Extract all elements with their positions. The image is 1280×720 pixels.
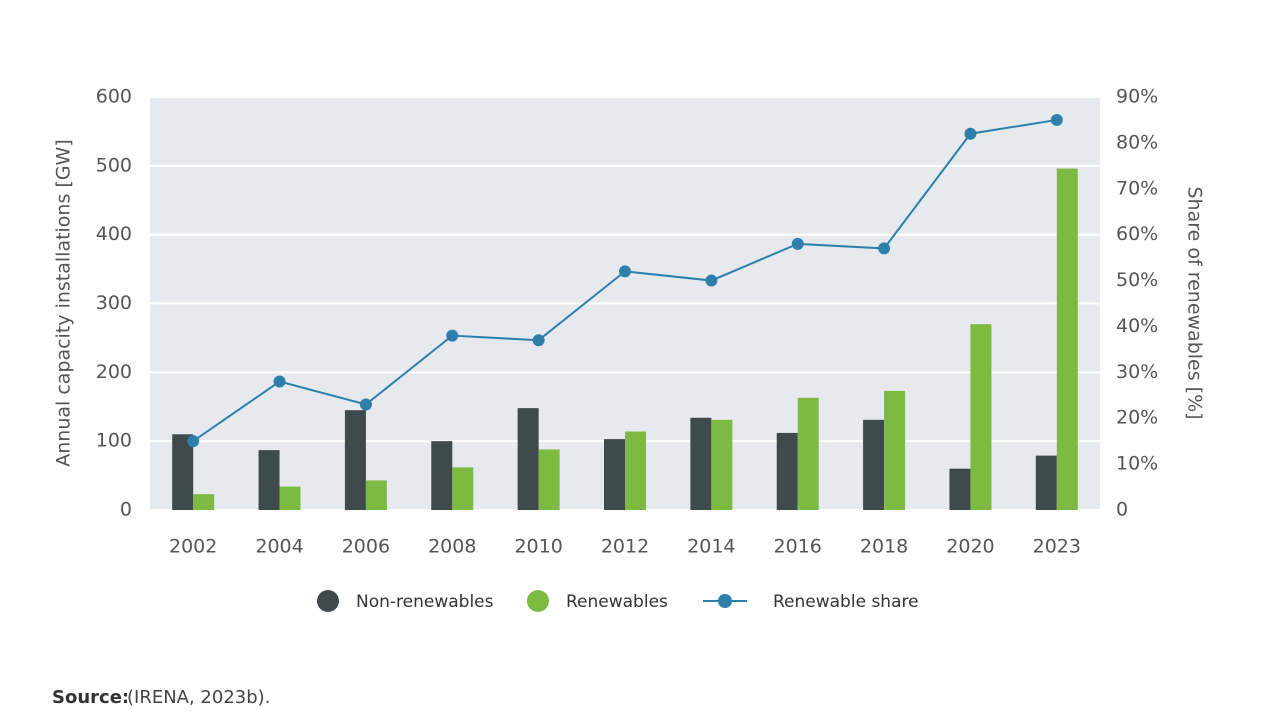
bar — [431, 441, 453, 510]
bar — [452, 467, 474, 510]
line-marker — [791, 237, 804, 250]
y2-tick-label: 10% — [1116, 453, 1158, 475]
legend-label: Renewables — [566, 592, 668, 612]
y2-tick-label: 40% — [1116, 315, 1158, 337]
line-marker — [532, 334, 545, 347]
legend-label: Non-renewables — [356, 592, 494, 612]
source-text: (IRENA, 2023b). — [127, 687, 270, 708]
y2-tick-label: 30% — [1116, 361, 1158, 383]
bar — [884, 390, 906, 510]
bar — [776, 432, 798, 510]
legend-label: Renewable share — [773, 592, 919, 612]
legend-marker — [718, 594, 732, 608]
y2-tick-label: 70% — [1116, 177, 1158, 199]
x-tick-label: 2008 — [428, 536, 476, 558]
x-tick-label: 2012 — [601, 536, 649, 558]
x-tick-label: 2014 — [687, 536, 735, 558]
source-label: Source: — [52, 687, 129, 708]
line-marker — [878, 242, 891, 255]
bar — [279, 486, 301, 510]
bar — [172, 434, 194, 510]
y2-tick-label: 0 — [1116, 499, 1128, 521]
x-tick-label: 2016 — [774, 536, 822, 558]
bar — [538, 449, 560, 510]
y2-axis-label: Share of renewables [%] — [1184, 186, 1206, 419]
bar — [970, 324, 992, 510]
x-tick-label: 2006 — [342, 536, 390, 558]
y2-tick-label: 20% — [1116, 407, 1158, 429]
bar — [1056, 168, 1078, 510]
y-tick-label: 100 — [96, 430, 132, 452]
line-marker — [187, 435, 200, 448]
bar — [1035, 455, 1057, 510]
y-tick-label: 200 — [96, 361, 132, 383]
bar — [690, 417, 712, 510]
y2-tick-label: 90% — [1116, 86, 1158, 108]
x-tick-label: 2002 — [169, 536, 217, 558]
line-marker — [619, 265, 631, 278]
x-tick-label: 2023 — [1033, 536, 1081, 558]
bar — [258, 450, 280, 510]
bar — [863, 419, 885, 510]
bar — [517, 408, 539, 510]
legend-marker — [317, 590, 339, 612]
y-tick-label: 400 — [96, 223, 132, 245]
line-marker — [1050, 113, 1063, 126]
x-tick-label: 2004 — [255, 536, 303, 558]
y-tick-label: 500 — [96, 154, 132, 176]
y-axis-label: Annual capacity installations [GW] — [53, 139, 75, 467]
x-tick-label: 2018 — [860, 536, 908, 558]
bar — [797, 397, 819, 510]
y-tick-label: 600 — [96, 86, 132, 108]
line-marker — [705, 274, 718, 287]
line-marker — [446, 329, 459, 342]
line-marker — [964, 127, 977, 140]
x-tick-label: 2020 — [946, 536, 994, 558]
bar — [193, 494, 215, 510]
bar — [625, 431, 646, 510]
line-marker — [273, 375, 286, 388]
bar — [949, 468, 971, 510]
y2-tick-label: 60% — [1116, 223, 1158, 245]
legend-marker — [527, 590, 549, 612]
bar — [365, 480, 387, 510]
bar — [344, 410, 366, 510]
bar — [711, 419, 733, 510]
y2-tick-label: 80% — [1116, 131, 1158, 153]
x-tick-label: 2010 — [514, 536, 562, 558]
y2-tick-label: 50% — [1116, 269, 1158, 291]
bar — [604, 439, 625, 510]
y-tick-label: 300 — [96, 292, 132, 314]
line-marker — [359, 398, 372, 411]
y-tick-label: 0 — [120, 499, 132, 521]
